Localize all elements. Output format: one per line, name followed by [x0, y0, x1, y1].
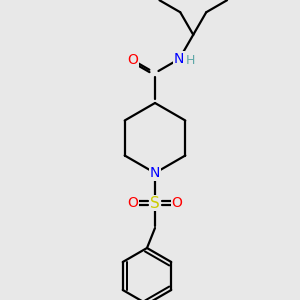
Text: O: O	[127, 53, 138, 67]
Text: S: S	[150, 196, 160, 211]
Text: N: N	[174, 52, 184, 66]
Text: N: N	[150, 166, 160, 180]
Text: O: O	[128, 196, 138, 210]
Text: H: H	[186, 55, 195, 68]
Text: O: O	[172, 196, 182, 210]
